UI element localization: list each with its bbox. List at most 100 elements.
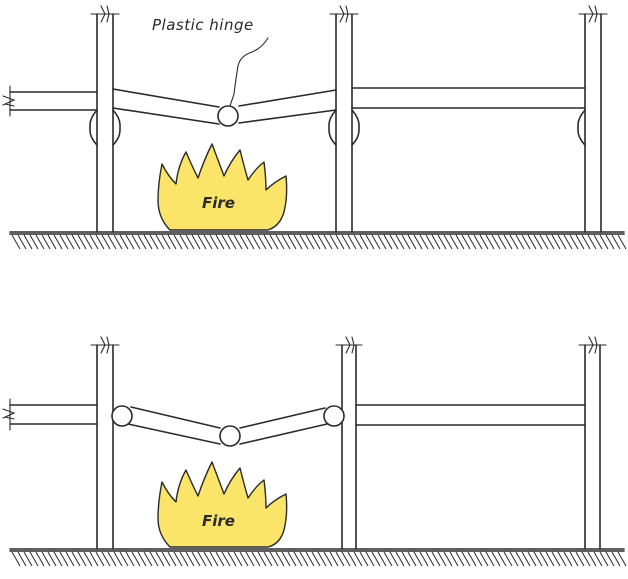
ground-hatch-line: [509, 234, 519, 250]
ground-hatch-line: [251, 234, 261, 250]
ground-hatch-line: [131, 551, 141, 567]
ground-hatch-line: [515, 234, 525, 250]
ground-hatch-line: [233, 551, 243, 567]
ground-hatch-line: [521, 234, 531, 250]
ground-hatch-line: [527, 234, 537, 250]
ground-hatch-line: [347, 551, 357, 567]
ground-hatch-line: [383, 234, 393, 250]
ground-hatch-line: [389, 234, 399, 250]
ground-bottom: [9, 548, 627, 567]
ground-hatch-line: [269, 551, 279, 567]
ground-hatch-line: [239, 551, 249, 567]
ground-hatch-line: [101, 234, 111, 250]
ground-hatch-line: [563, 234, 573, 250]
ground-hatch-line: [587, 551, 597, 567]
ground-hatch-line: [599, 551, 609, 567]
ground-hatch-line: [311, 234, 321, 250]
ground-hatch-line: [485, 551, 495, 567]
ground-hatch-line: [275, 551, 285, 567]
ground-hatch-line: [245, 551, 255, 567]
ground-hatch-line: [611, 551, 621, 567]
ground-hatch-line: [275, 234, 285, 250]
ground-hatch-line: [575, 234, 585, 250]
ground-hatch-line: [113, 234, 123, 250]
ground-hatch-line: [149, 234, 159, 250]
ground-hatch-line: [335, 551, 345, 567]
plastic-hinge-mid-bottom: [219, 425, 241, 447]
ground-hatch-line: [179, 234, 189, 250]
ground-hatch-line: [251, 551, 261, 567]
ground-hatch-line: [323, 234, 333, 250]
ground-hatch-line: [545, 234, 555, 250]
ground-hatch-line: [257, 234, 267, 250]
ground-hatch-line: [107, 234, 117, 250]
ground-hatch-line: [83, 234, 93, 250]
ground-hatch-line: [551, 551, 561, 567]
ground-hatch-line: [539, 234, 549, 250]
fire-label-bottom: Fire: [202, 512, 235, 530]
ground-hatch-line: [431, 234, 441, 250]
ground-hatch-line: [89, 234, 99, 250]
ground-hatch-line: [329, 551, 339, 567]
ground-hatch-line: [497, 234, 507, 250]
ground-hatch-line: [233, 234, 243, 250]
ground-hatch-line: [449, 551, 459, 567]
ground-hatch-line: [557, 234, 567, 250]
right-column-top: [577, 5, 608, 233]
ground-hatch-line: [143, 551, 153, 567]
ground-hatch-line: [479, 234, 489, 250]
ground-hatch-line: [563, 551, 573, 567]
ground-hatch-line: [161, 551, 171, 567]
ground-hatch-line: [191, 234, 201, 250]
ground-hatch-line: [107, 551, 117, 567]
ground-hatch-line: [23, 551, 33, 567]
ground-hatch-line: [491, 234, 501, 250]
ground-hatch-line: [125, 551, 135, 567]
ground-hatch-line: [191, 551, 201, 567]
ground-hatch-line: [221, 551, 231, 567]
ground-hatch-line: [341, 234, 351, 250]
ground-hatch-line: [257, 551, 267, 567]
ground-hatch-line: [197, 551, 207, 567]
ground-hatch-line: [371, 234, 381, 250]
ground-hatch-line: [119, 234, 129, 250]
ground-hatch-line: [65, 234, 75, 250]
ground-hatch-line: [137, 551, 147, 567]
ground-hatch-line: [263, 551, 273, 567]
ground-hatch-line: [503, 234, 513, 250]
left-stub-beam-top: [2, 85, 98, 117]
ground-hatch-line: [125, 234, 135, 250]
ground-hatch-line: [89, 551, 99, 567]
ground-hatch-line: [167, 234, 177, 250]
ground-hatch-line: [95, 234, 105, 250]
ground-hatch-line: [203, 551, 213, 567]
ground-hatch-line: [71, 234, 81, 250]
ground-hatch-line: [29, 551, 39, 567]
ground-hatch-line: [347, 234, 357, 250]
ground-hatch-line: [131, 234, 141, 250]
ground-hatch-line: [299, 234, 309, 250]
ground-hatch-line: [467, 234, 477, 250]
ground-hatch-line: [467, 551, 477, 567]
bottom-panel: Fire: [2, 336, 627, 567]
ground-hatch-line: [287, 234, 297, 250]
ground-hatch-line: [299, 551, 309, 567]
ground-hatch-line: [215, 234, 225, 250]
ground-hatch-line: [413, 551, 423, 567]
ground-hatch-line: [293, 551, 303, 567]
ground-hatch-line: [371, 551, 381, 567]
ground-hatch-line: [365, 234, 375, 250]
ground-hatch-line: [365, 551, 375, 567]
ground-hatch-line: [617, 234, 627, 250]
ground-hatch-line: [137, 234, 147, 250]
ground-hatch-line: [419, 234, 429, 250]
ground-hatch-line: [533, 234, 543, 250]
ground-hatch-line: [341, 551, 351, 567]
ground-hatch-line: [611, 234, 621, 250]
ground-hatch-line: [281, 234, 291, 250]
ground-hatch-line: [311, 551, 321, 567]
ground-hatch-line: [383, 551, 393, 567]
ground-hatch-line: [11, 551, 21, 567]
ground-hatch-line: [353, 234, 363, 250]
